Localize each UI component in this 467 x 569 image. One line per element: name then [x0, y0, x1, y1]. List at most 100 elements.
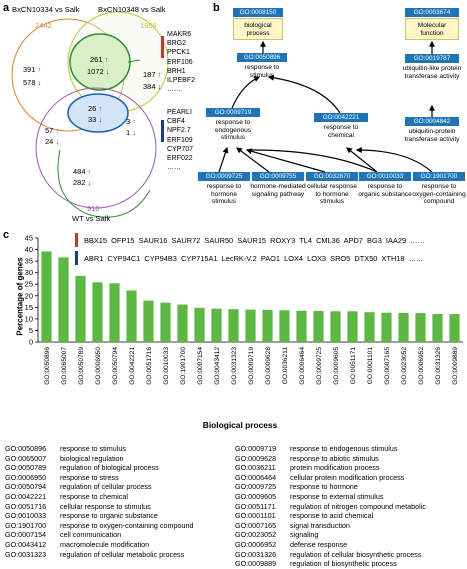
go-node-0008150-term: biological process [233, 18, 283, 40]
venn-up-gene: BRG2 [167, 40, 187, 48]
y-tick-label: 35 [25, 257, 33, 266]
go-tree-edges [218, 40, 435, 173]
legend-row: GO:1901700 response to oxygen-containing … [5, 521, 465, 531]
venn-right-only-down: 384 ↓ [143, 82, 162, 91]
gene-down: CYP715A1 [180, 254, 218, 263]
venn-total-left: 2442 [35, 21, 52, 30]
gene-up: SAUR50 [204, 236, 234, 245]
go-edge [231, 76, 261, 109]
bar [211, 308, 222, 342]
legend-right-id: GO:0001101 [235, 511, 276, 521]
legend-right-desc: response to endogenous stimulus [290, 444, 398, 453]
go-edge [355, 147, 433, 173]
venn-circle-bottom [35, 87, 157, 209]
go-edge [346, 147, 378, 173]
gene-up: …… [410, 236, 425, 245]
go-node-0004842-term: ubiquitin-protein transferase activity [404, 128, 460, 143]
venn-total-right: 1958 [140, 21, 157, 30]
x-tick-label: GO:0023052 [401, 347, 408, 385]
venn-up-gene: PPCK1 [167, 49, 190, 57]
x-tick-label: GO:0010033 [163, 347, 170, 385]
go-node-0009719-id: GO:0009719 [206, 108, 260, 117]
gene-down: XTH18 [381, 254, 405, 263]
go-node-0010033-term: response to organic substance [358, 183, 412, 198]
venn-bottom-only-up: 484 ↑ [73, 167, 92, 176]
legend-left-desc: regulation of biological process [60, 463, 159, 473]
venn-up-gene: ILPEBF2 [167, 77, 196, 85]
panel-a-label: a [3, 2, 10, 14]
legend-left-id: GO:0051716 [5, 501, 47, 511]
venn-right-only-up: 187 ↑ [143, 70, 162, 79]
legend-right-id: GO:0006464 [235, 472, 277, 482]
venn-down-gene-list: PEARLI CBF4 NPF2.7 ERF109 CYP707 ERF022 … [167, 108, 193, 172]
bar [194, 307, 205, 342]
go-node-0009755-term: hormone-mediated signaling pathway [250, 183, 306, 198]
panel-c-label: c [3, 229, 10, 241]
legend-right-desc: cellular protein modification process [290, 472, 405, 482]
venn-up-gene: BRH1 [167, 67, 186, 75]
legend-left-desc: cell communication [60, 530, 122, 540]
x-tick-label: GO:0031323 [231, 347, 238, 385]
gene-up: CML36 [316, 236, 340, 245]
gene-up: BBX15 [84, 236, 108, 245]
chart-xlabel: Biological process [202, 420, 278, 430]
legend-row: GO:0051716 cellular response to stimulus … [5, 502, 465, 512]
go-node-0008150-id: GO:0008150 [233, 8, 283, 17]
bar [177, 304, 188, 342]
venn-title-left: BxCN10334 vs Salk [12, 5, 80, 14]
go-node-0003674-term: Molecular function [405, 18, 459, 40]
legend-left-desc: response to organic substance [60, 511, 158, 521]
y-tick-label: 45 [25, 234, 33, 243]
venn-diagram [11, 11, 169, 218]
venn-left-only-down: 578 ↓ [23, 78, 42, 87]
legend-left-id: GO:0050896 [5, 444, 47, 453]
x-tick-label: GO:1901700 [180, 347, 187, 385]
venn-pointer-line [57, 149, 151, 218]
x-tick-label: GO:0006952 [418, 347, 425, 385]
x-tick-label: GO:0009628 [265, 347, 272, 385]
legend-right-id: GO:0009628 [235, 453, 277, 463]
legend-row: GO:0010033 response to organic substance … [5, 511, 465, 521]
gene-down: LOX4 [284, 254, 304, 263]
x-tick-label: GO:0051171 [350, 347, 357, 385]
go-node-0009719-term: response to endogenous stimulus [214, 119, 252, 142]
venn-down-gene: CBF4 [167, 118, 185, 126]
bar [41, 251, 52, 342]
legend-right-id: GO:0009605 [235, 491, 277, 501]
legend-right-id: GO:0009719 [235, 444, 277, 453]
venn-center-top-up: 261 ↑ [90, 55, 109, 64]
x-tick-label: GO:0050794 [112, 347, 119, 385]
gene-up: IAA29 [385, 236, 407, 245]
venn-down-gene: …… [167, 164, 181, 172]
x-tick-label: GO:0001101 [367, 347, 374, 385]
y-tick-label: 0 [29, 338, 33, 347]
legend-right-desc: defense response [290, 539, 348, 549]
bar [432, 314, 443, 342]
legend-left-desc: response to oxygen-containing compound [60, 520, 194, 530]
legend-row: GO:0050896 response to stimulus GO:000971… [5, 444, 465, 454]
panel-b-label: b [213, 2, 220, 14]
venn-total-bottom: 910 [87, 204, 100, 213]
legend-left-desc: regulation of cellular metabolic process [60, 549, 185, 559]
go-node-0009725-id: GO:0009725 [198, 172, 250, 181]
x-tick-label: GO:0006464 [299, 347, 306, 385]
gene-down: CYP94B3 [144, 254, 177, 263]
venn-down-gene: CYP707 [167, 145, 194, 153]
gene-down-marker [75, 251, 78, 265]
bar [160, 302, 171, 342]
legend-left-id: GO:0006950 [5, 472, 47, 482]
y-tick-label: 40 [25, 245, 33, 254]
legend-left-desc: response to chemical [60, 491, 128, 501]
bar [92, 282, 103, 342]
venn-bottom-label: WT vs Salk [72, 214, 111, 223]
bar [364, 312, 375, 342]
legend-right-desc: signaling [290, 530, 319, 540]
go-edge [267, 74, 341, 114]
x-tick-label: GO:0051716 [146, 347, 153, 385]
go-node-0009755-id: GO:0009755 [252, 172, 304, 181]
legend-left-id: GO:0050794 [5, 482, 47, 492]
legend-right-desc: response to hormone [290, 482, 358, 492]
x-tick-label: GO:0065007 [61, 347, 68, 385]
chart-ylabel: Percentage of genes [15, 257, 25, 336]
legend-left-desc: cellular response to stimulus [60, 501, 151, 511]
